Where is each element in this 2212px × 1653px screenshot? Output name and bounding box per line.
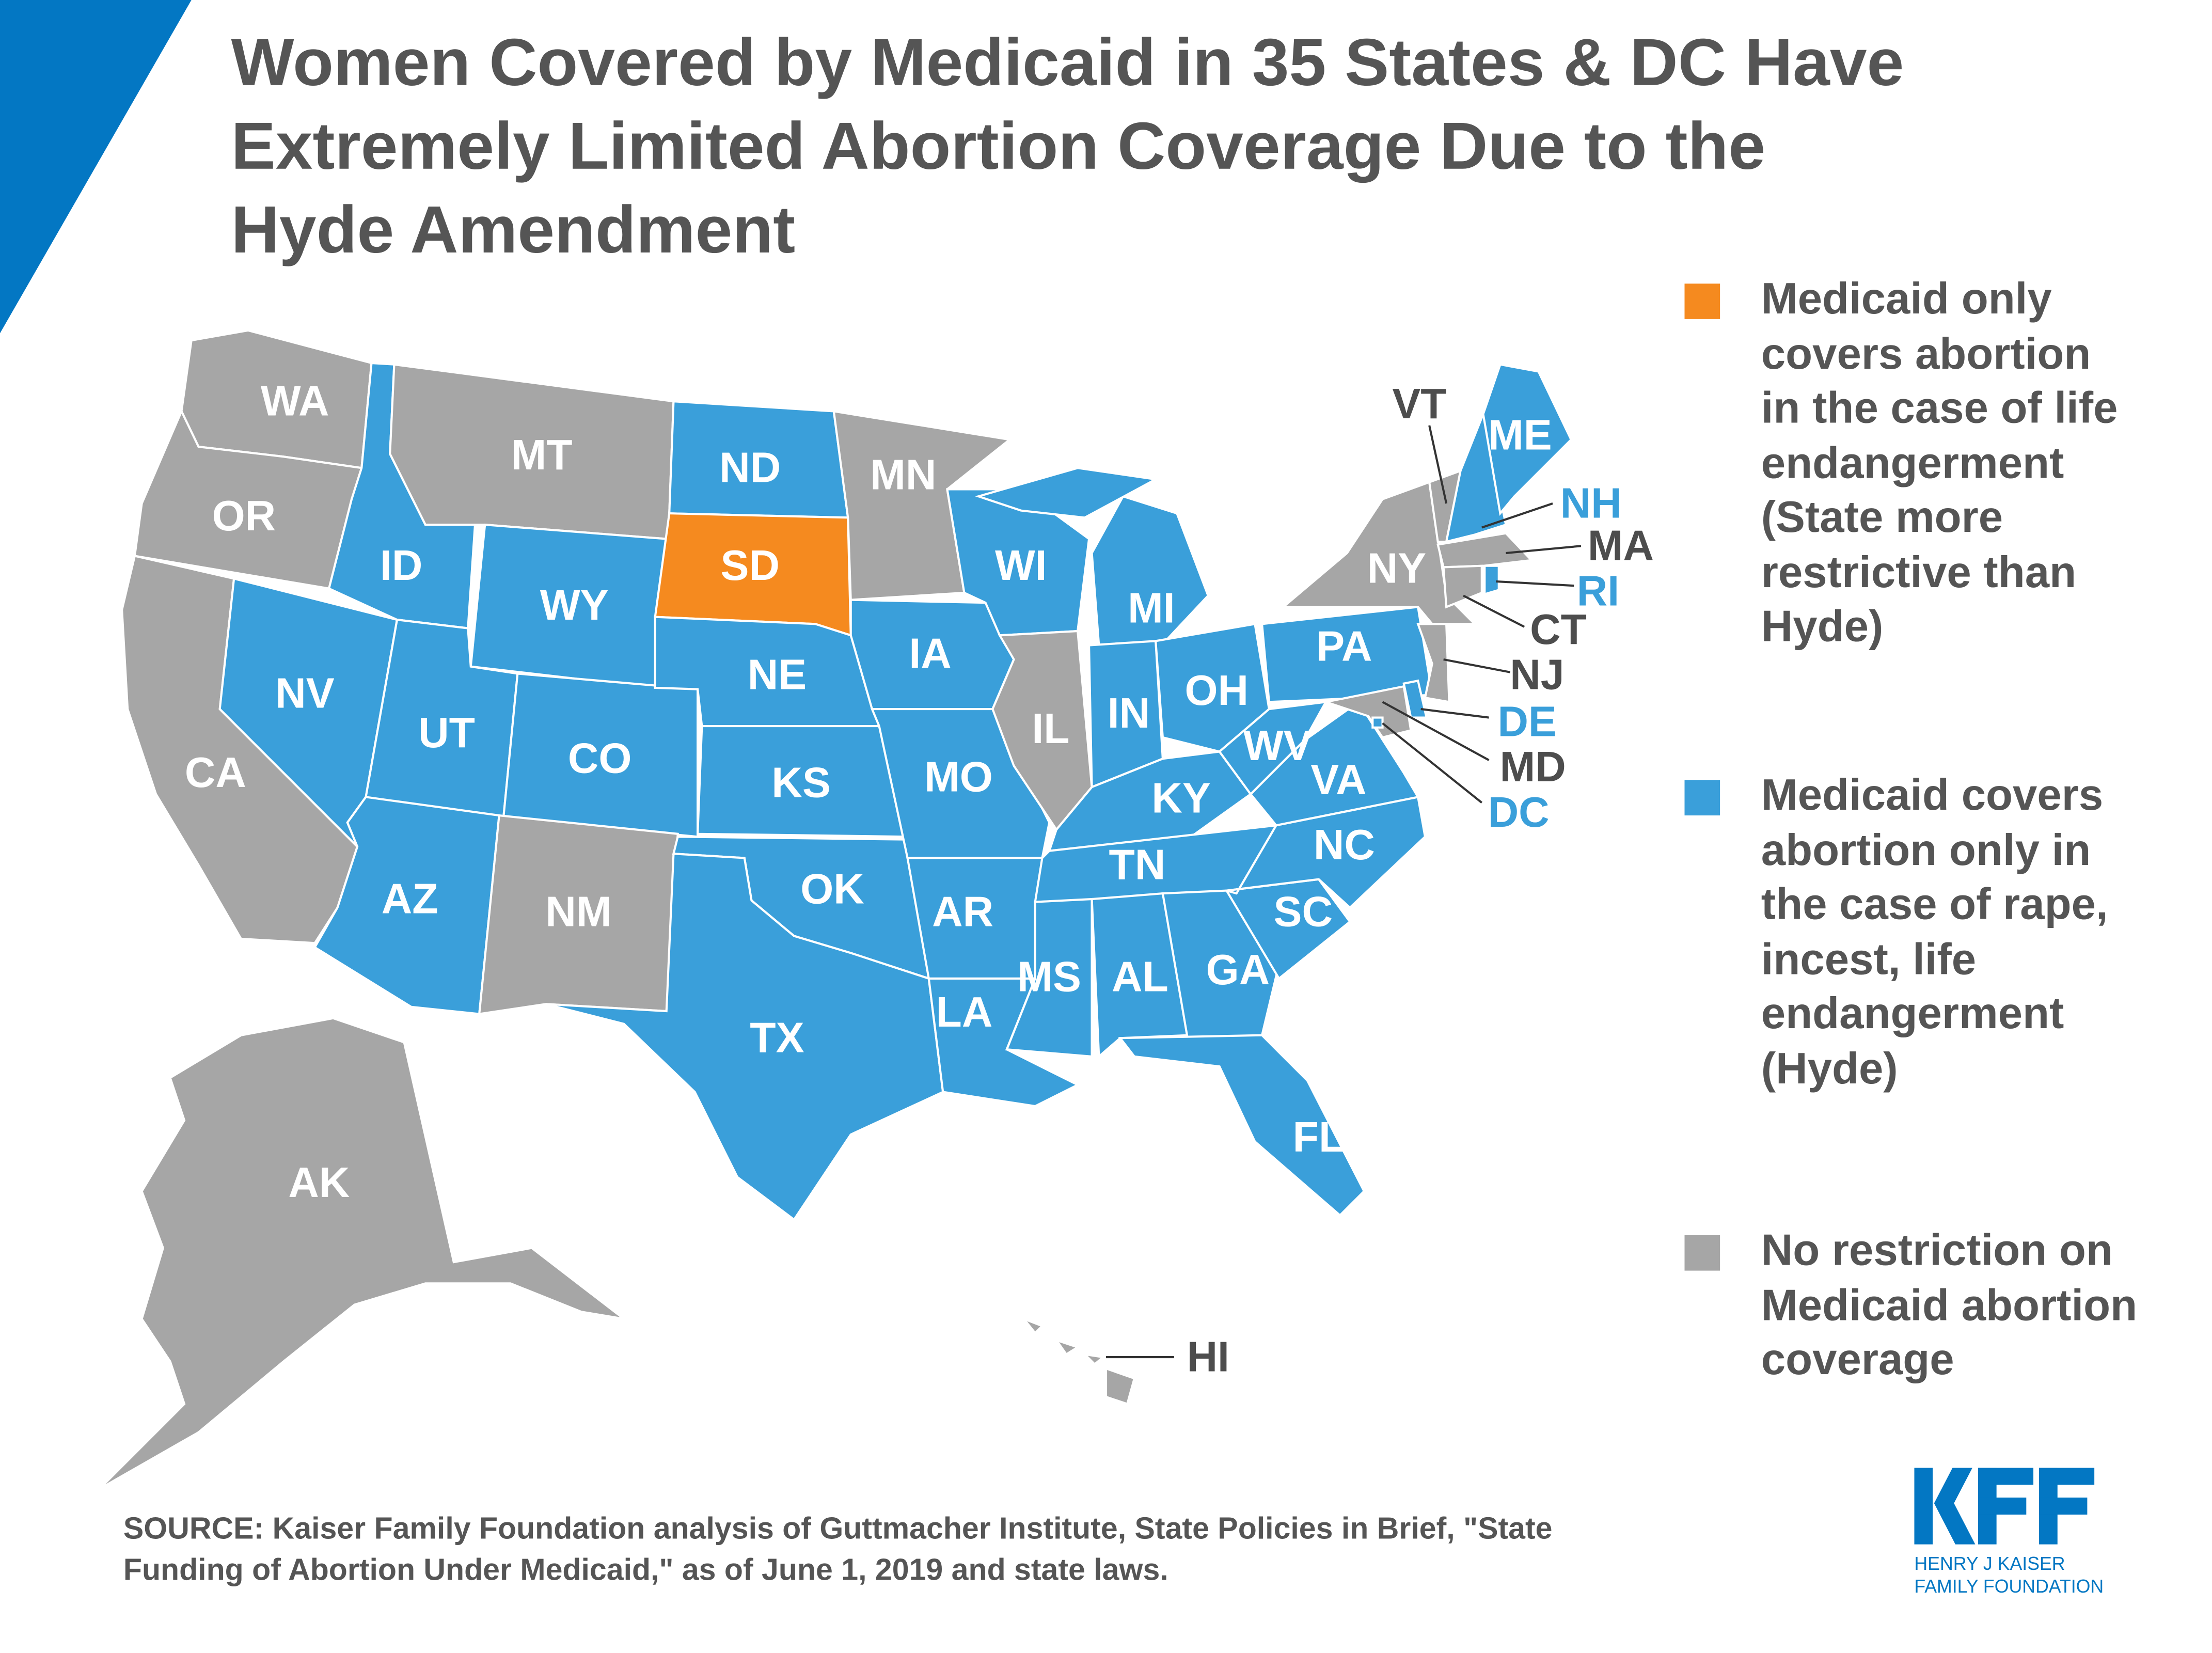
state-label-nj: NJ	[1510, 651, 1564, 699]
state-label-me: ME	[1488, 412, 1552, 459]
kff-logo: HENRY J KAISER FAMILY FOUNDATION	[1914, 1468, 2104, 1597]
state-ak	[98, 1017, 625, 1490]
state-label-de: DE	[1497, 698, 1556, 745]
state-label-wv: WV	[1243, 722, 1312, 769]
state-label-la: LA	[936, 988, 993, 1036]
state-label-sc: SC	[1274, 888, 1333, 935]
leader-line	[1382, 701, 1490, 761]
state-label-mn: MN	[870, 451, 936, 498]
legend-swatch-gray	[1684, 1235, 1720, 1271]
state-nj	[1416, 623, 1450, 703]
leader-line	[1506, 545, 1582, 555]
state-label-mt: MT	[511, 431, 573, 479]
state-label-ks: KS	[771, 759, 830, 806]
state-label-co: CO	[568, 735, 632, 782]
state-hi	[1081, 1352, 1106, 1366]
state-label-nm: NM	[545, 888, 611, 935]
state-fl	[1118, 1034, 1366, 1217]
state-mi	[974, 467, 1159, 519]
state-label-mo: MO	[924, 753, 993, 800]
legend-swatch-orange	[1684, 284, 1720, 319]
state-label-vt: VT	[1392, 380, 1446, 428]
state-label-ok: OK	[800, 865, 864, 912]
state-label-or: OR	[212, 492, 276, 540]
state-label-ia: IA	[909, 629, 951, 677]
state-label-pa: PA	[1316, 623, 1372, 670]
legend-swatch-blue	[1684, 780, 1720, 816]
legend-label: Medicaid covers abortion only in the cas…	[1761, 770, 2108, 1093]
page-title: Women Covered by Medicaid in 35 States &…	[231, 24, 1904, 267]
state-label-ny: NY	[1367, 545, 1426, 592]
state-label-tx: TX	[750, 1014, 804, 1062]
leader-line	[1443, 658, 1511, 673]
state-label-il: IL	[1032, 705, 1069, 752]
state-label-ma: MA	[1588, 522, 1654, 570]
state-label-dc: DC	[1488, 789, 1550, 836]
state-label-ms: MS	[1017, 953, 1081, 1001]
state-label-fl: FL	[1293, 1113, 1345, 1161]
state-label-hi: HI	[1187, 1333, 1229, 1381]
leader-line	[1420, 708, 1489, 719]
leader-line	[1463, 594, 1525, 628]
state-label-nh: NH	[1560, 479, 1622, 527]
state-label-ar: AR	[932, 888, 993, 935]
state-label-nc: NC	[1314, 821, 1375, 869]
state-label-ri: RI	[1577, 568, 1619, 615]
state-ms	[1005, 898, 1093, 1058]
state-de	[1402, 679, 1428, 719]
state-label-az: AZ	[382, 875, 438, 923]
state-label-va: VA	[1310, 756, 1366, 804]
state-ma	[1436, 532, 1534, 569]
state-label-wy: WY	[540, 581, 609, 629]
state-label-ga: GA	[1206, 946, 1270, 994]
corner-accent	[0, 0, 192, 334]
state-tx	[545, 853, 944, 1221]
state-label-al: AL	[1112, 953, 1168, 1001]
leader-line	[1382, 722, 1483, 804]
state-label-wa: WA	[261, 377, 329, 425]
state-label-mi: MI	[1128, 585, 1175, 632]
state-ri	[1483, 564, 1500, 596]
state-il	[991, 629, 1093, 831]
legend-label: No restriction on Medicaid abortion cove…	[1761, 1225, 2138, 1384]
state-label-ct: CT	[1530, 606, 1587, 653]
state-label-md: MD	[1500, 743, 1566, 791]
state-label-ca: CA	[185, 749, 246, 796]
state-me	[1482, 363, 1573, 516]
state-label-nv: NV	[275, 669, 334, 717]
state-nh	[1445, 410, 1507, 543]
state-hi	[1020, 1316, 1045, 1335]
state-label-ky: KY	[1151, 775, 1210, 822]
source-note: SOURCE: Kaiser Family Foundation analysi…	[123, 1512, 1553, 1587]
leader-line	[1496, 580, 1574, 587]
state-label-wi: WI	[995, 542, 1047, 589]
logo-line2: FAMILY FOUNDATION	[1914, 1576, 2104, 1597]
state-label-nd: ND	[719, 444, 781, 492]
state-label-ak: AK	[288, 1159, 350, 1206]
state-label-sd: SD	[721, 542, 780, 589]
legend-label: Medicaid only covers abortion in the cas…	[1761, 274, 2118, 651]
state-label-id: ID	[380, 542, 422, 589]
state-wv	[1218, 700, 1328, 796]
leader-line	[1428, 425, 1448, 504]
state-dc	[1371, 716, 1384, 729]
state-label-in: IN	[1108, 689, 1150, 737]
logo-line1: HENRY J KAISER	[1914, 1553, 2065, 1574]
state-ct	[1442, 564, 1483, 609]
state-label-tn: TN	[1109, 841, 1166, 889]
state-hi	[1053, 1338, 1080, 1356]
state-label-ut: UT	[418, 709, 475, 757]
leader-line	[1481, 502, 1553, 529]
state-label-ne: NE	[748, 651, 807, 699]
state-hi	[1104, 1367, 1136, 1406]
state-label-oh: OH	[1184, 667, 1249, 714]
